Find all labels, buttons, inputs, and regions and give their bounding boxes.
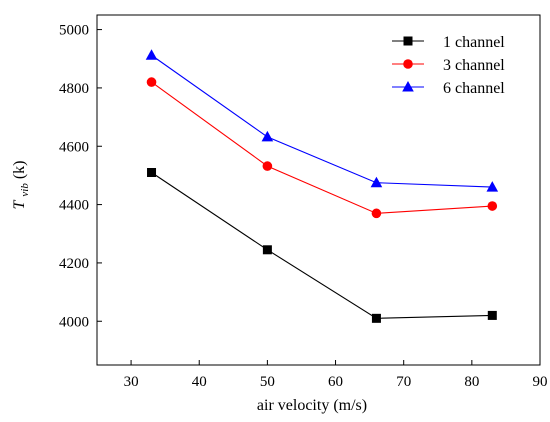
plot-frame-layer: [96, 14, 541, 366]
x-tick-label: 60: [328, 374, 343, 390]
legend: 1 channel 3 channel 6 channel: [392, 34, 505, 97]
data-point: [261, 130, 274, 142]
data-point: [487, 310, 497, 320]
legend-item: 1 channel: [392, 34, 505, 51]
x-tick-label: 30: [124, 374, 139, 390]
series-3: [145, 49, 499, 192]
legend-label: 6 channel: [443, 80, 505, 97]
data-point: [145, 49, 158, 60]
legend-label: 1 channel: [443, 34, 505, 51]
y-tick-label: 4000: [59, 314, 89, 330]
data-point: [370, 176, 383, 188]
legend-item: 6 channel: [392, 80, 505, 97]
data-point: [262, 245, 272, 255]
series-line: [151, 81, 493, 214]
y-axis-title-subscript: vib: [19, 183, 31, 197]
series-line: [151, 172, 493, 319]
ticks-layer: 30 40 50 60 70 80 90 4000 4200 4400 4600 4800 5000: [59, 23, 548, 390]
data-point: [487, 201, 498, 211]
series-line: [151, 54, 493, 188]
x-tick-label: 50: [260, 374, 275, 390]
legend-marker: [403, 36, 413, 46]
y-tick-label: 4800: [59, 81, 89, 97]
legend-marker: [402, 81, 414, 92]
y-tick-label: 4400: [59, 198, 89, 214]
plot-frame: [96, 14, 541, 366]
data-point: [371, 208, 382, 219]
x-axis-title: air velocity (m/s): [257, 397, 367, 414]
data-point: [371, 313, 381, 323]
legend-marker: [403, 59, 413, 69]
y-tick-label: 5000: [59, 23, 89, 39]
x-tick-label: 70: [396, 374, 411, 390]
y-axis-title: T vib (k): [11, 160, 32, 209]
series-layer: [145, 49, 499, 323]
x-tick-label: 90: [533, 374, 548, 390]
data-point: [146, 77, 157, 87]
legend-item: 3 channel: [392, 57, 505, 74]
y-axis-title-main: T: [11, 200, 28, 210]
series-2: [146, 77, 498, 219]
x-tick-label: 40: [192, 374, 207, 390]
data-point: [262, 161, 273, 171]
legend-label: 3 channel: [443, 57, 505, 74]
x-tick-label: 80: [464, 374, 479, 390]
series-1: [147, 168, 497, 323]
y-tick-label: 4600: [59, 139, 89, 155]
y-tick-label: 4200: [59, 256, 89, 272]
data-point: [147, 168, 157, 177]
y-axis-title-unit: (k): [11, 160, 28, 179]
data-point: [486, 181, 499, 192]
